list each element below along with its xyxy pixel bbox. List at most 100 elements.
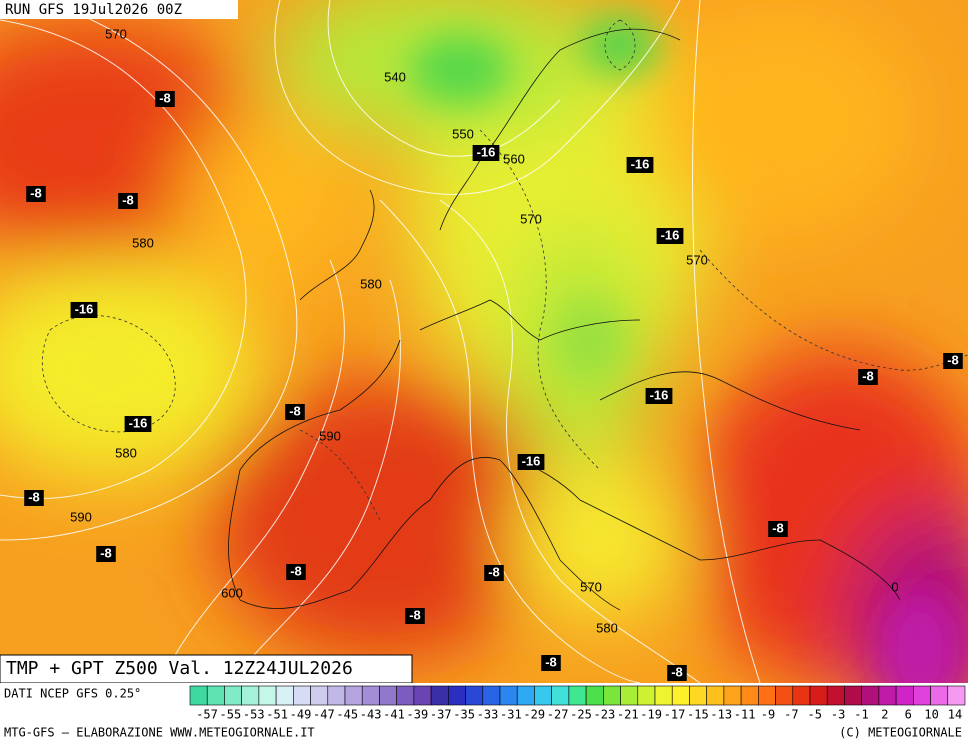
height-label: 560 (503, 151, 525, 166)
colorbar-label: -43 (360, 708, 382, 722)
colorbar-label: -57 (196, 708, 218, 722)
temp-label-bg (286, 564, 306, 580)
height-label: 600 (221, 585, 243, 600)
colorbar-label: -31 (500, 708, 522, 722)
footer-right: (C) METEOGIORNALE (839, 726, 962, 740)
colorbar-swatch (671, 685, 690, 706)
height-label: 550 (452, 126, 474, 141)
height-label: 580 (132, 235, 154, 250)
colorbar-label: -15 (687, 708, 709, 722)
colorbar-swatch (758, 685, 776, 706)
colorbar-label: -51 (266, 708, 288, 722)
height-label: 590 (70, 509, 92, 524)
height-label: 580 (360, 276, 382, 291)
colorbar: -57 -55 -53 -51 -49 -47 -45 -43 -41 -39 -37 -35 -33-… (189, 685, 966, 722)
colorbar-swatch (189, 685, 208, 706)
colorbar-swatch (206, 685, 225, 706)
temp-label: -8 (947, 352, 959, 367)
temp-label-bg (285, 404, 305, 420)
colorbar-swatch (430, 685, 449, 706)
colorbar-swatch (551, 685, 570, 706)
colorbar-label: -49 (290, 708, 312, 722)
temp-label-bg (405, 608, 425, 624)
colorbar-swatch (895, 685, 914, 706)
temp-label: -8 (30, 185, 42, 200)
temp-label-bg (70, 302, 98, 318)
colorbar-label: -19 (640, 708, 662, 722)
map-title: TMP + GPT Z500 Val. 12Z24JUL2026 (6, 658, 353, 679)
height-label: 590 (319, 428, 341, 443)
colorbar-swatch (740, 685, 759, 706)
colorbar-label: -11 (734, 708, 756, 722)
temp-label-bg (626, 157, 654, 173)
temp-label: -8 (772, 520, 784, 535)
temp-label: -16 (129, 415, 148, 430)
temp-label: -8 (159, 90, 171, 105)
temp-label: -8 (862, 368, 874, 383)
map (0, 0, 968, 683)
colorbar-swatch (241, 685, 260, 706)
colorbar-swatch (706, 685, 725, 706)
colorbar-swatch (689, 685, 707, 706)
colorbar-swatch (344, 685, 363, 706)
colorbar-swatch (275, 685, 294, 706)
colorbar-label: -13 (710, 708, 732, 722)
temp-label-bg (541, 655, 561, 671)
map-labels: 570 540 550 560 570 580 570 580 590 580 590 600 570 5… (24, 26, 963, 681)
colorbar-swatch (568, 685, 587, 706)
colorbar-swatch (585, 685, 604, 706)
colorbar-swatch (654, 685, 673, 706)
colorbar-swatch (413, 685, 432, 706)
temp-label-bg (96, 546, 116, 562)
colorbar-swatch (844, 685, 862, 706)
colorbar-swatch (293, 685, 311, 706)
temp-label: -16 (75, 301, 94, 316)
colorbar-swatch (792, 685, 811, 706)
colorbar-label: -37 (430, 708, 452, 722)
colorbar-swatch (361, 685, 380, 706)
colorbar-swatch (379, 685, 397, 706)
temp-label-bg (645, 388, 673, 404)
temp-label: -8 (290, 563, 302, 578)
colorbar-label: -29 (523, 708, 545, 722)
temp-label: -8 (671, 664, 683, 679)
colorbar-swatch (310, 685, 329, 706)
footer-left: MTG-GFS – ELABORAZIONE WWW.METEOGIORNALE… (4, 726, 315, 740)
colorbar-swatch (327, 685, 346, 706)
colorbar-label: -45 (336, 708, 358, 722)
colorbar-label: -33 (477, 708, 499, 722)
coastlines (228, 28, 901, 611)
colorbar-label: -39 (407, 708, 429, 722)
colorbar-label: -25 (570, 708, 592, 722)
colorbar-swatch (224, 685, 242, 706)
temp-label: -16 (522, 453, 541, 468)
colorbar-label: -5 (808, 708, 822, 722)
temp-label: -8 (488, 564, 500, 579)
temp-label-bg (118, 193, 138, 209)
height-contours (0, 0, 761, 683)
temp-label: -16 (477, 144, 496, 159)
colorbar-swatch (878, 685, 897, 706)
colorbar-label: 6 (905, 708, 912, 722)
colorbar-swatch (809, 685, 828, 706)
colorbar-swatch (482, 685, 501, 706)
colorbar-swatch (723, 685, 742, 706)
temp-label-bg (943, 353, 963, 369)
temp-label-bg (24, 490, 44, 506)
colorbar-swatch (516, 685, 535, 706)
colorbar-label: -9 (761, 708, 775, 722)
colorbar-swatch (534, 685, 552, 706)
run-box (0, 0, 238, 19)
temp-label: -8 (409, 607, 421, 622)
temp-label-bg (484, 565, 504, 581)
title-box (0, 654, 413, 684)
height-label: 580 (115, 445, 137, 460)
colorbar-swatch (465, 685, 484, 706)
temp-label: -8 (289, 403, 301, 418)
temp-label-bg (155, 91, 175, 107)
colorbar-label: 10 (924, 708, 938, 722)
colorbar-label: -47 (313, 708, 335, 722)
temp-label: -8 (100, 545, 112, 560)
